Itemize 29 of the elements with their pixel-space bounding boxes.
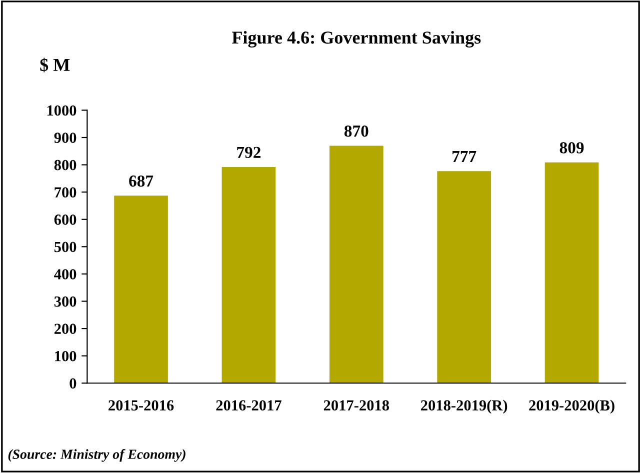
y-tick-label: 300 (54, 296, 76, 307)
y-tick-label: 900 (54, 132, 76, 143)
y-tick-label: 700 (54, 187, 76, 198)
x-tick-label: 2015-2016 (108, 400, 174, 411)
x-tick-label: 2019-2020(B) (529, 400, 614, 414)
y-tick-label: 100 (55, 350, 76, 362)
bar (437, 171, 492, 384)
y-tick-label: 200 (54, 324, 76, 334)
text: (Source: Ministry of Economy) (8, 449, 186, 462)
bar (544, 162, 599, 384)
chart-title: Figure 4.6: Government Savings (232, 31, 481, 48)
data-label: 870 (344, 126, 368, 137)
x-tick-label: 2018-2019(R) (421, 400, 508, 414)
data-label: 777 (452, 151, 476, 162)
y-tick-label: 400 (54, 269, 76, 280)
data-label: 809 (560, 142, 584, 154)
bar (329, 146, 384, 384)
y-tick-label: 1000 (47, 105, 76, 116)
y-axis-title: $ M (40, 58, 70, 72)
y-tick-label: 800 (54, 160, 76, 170)
x-tick-label: 2017-2018 (324, 400, 389, 411)
y-tick-label: 600 (54, 214, 76, 225)
y-tick-label: 500 (54, 242, 76, 252)
data-label: 687 (129, 175, 154, 187)
data-label: 792 (237, 146, 260, 158)
y-tick-label: 0 (70, 378, 76, 389)
x-tick-label: 2016-2017 (216, 400, 282, 411)
bar (114, 196, 168, 384)
bar (222, 166, 276, 384)
